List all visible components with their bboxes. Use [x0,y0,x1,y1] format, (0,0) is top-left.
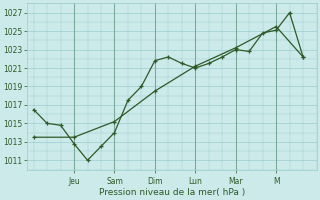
X-axis label: Pression niveau de la mer( hPa ): Pression niveau de la mer( hPa ) [99,188,245,197]
